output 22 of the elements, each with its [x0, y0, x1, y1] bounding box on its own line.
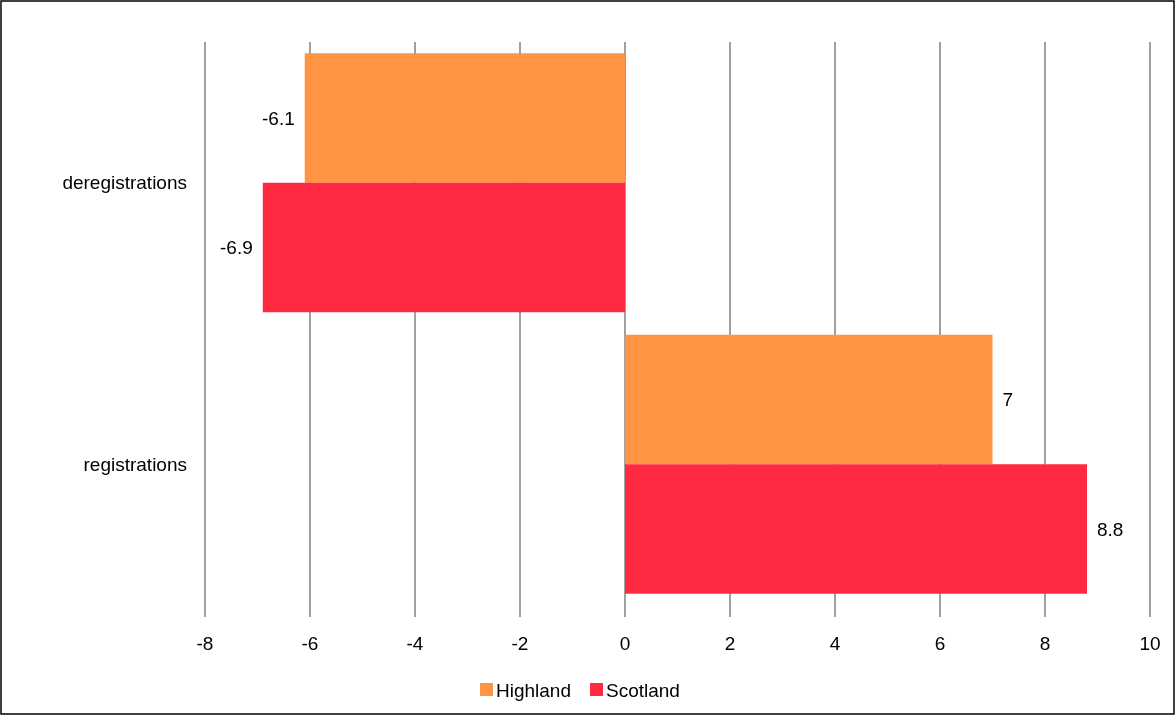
bar: [625, 464, 1087, 594]
x-tick-label: -2: [511, 633, 529, 654]
x-tick-label: -8: [196, 633, 214, 654]
x-tick-label: 4: [829, 633, 841, 654]
x-tick-label: 6: [934, 633, 946, 654]
x-tick-label: 8: [1039, 633, 1051, 654]
legend-label: Scotland: [606, 679, 680, 701]
x-tick-label: -4: [406, 633, 424, 654]
bar: [304, 53, 625, 183]
legend-label: Highland: [496, 679, 571, 701]
data-label: -6.1: [262, 107, 295, 129]
data-label: 8.8: [1097, 518, 1124, 540]
x-tick-label: 2: [724, 633, 736, 654]
x-tick-label: 10: [1139, 633, 1161, 654]
bar: [262, 182, 625, 313]
x-tick-label: 0: [619, 633, 631, 654]
data-label: -6.9: [220, 237, 253, 259]
bar: [625, 334, 993, 465]
x-tick-label: -6: [301, 633, 319, 654]
data-label: 7: [1002, 389, 1014, 411]
y-tick-label: registrations: [83, 453, 187, 475]
y-tick-label: deregistrations: [62, 172, 187, 194]
